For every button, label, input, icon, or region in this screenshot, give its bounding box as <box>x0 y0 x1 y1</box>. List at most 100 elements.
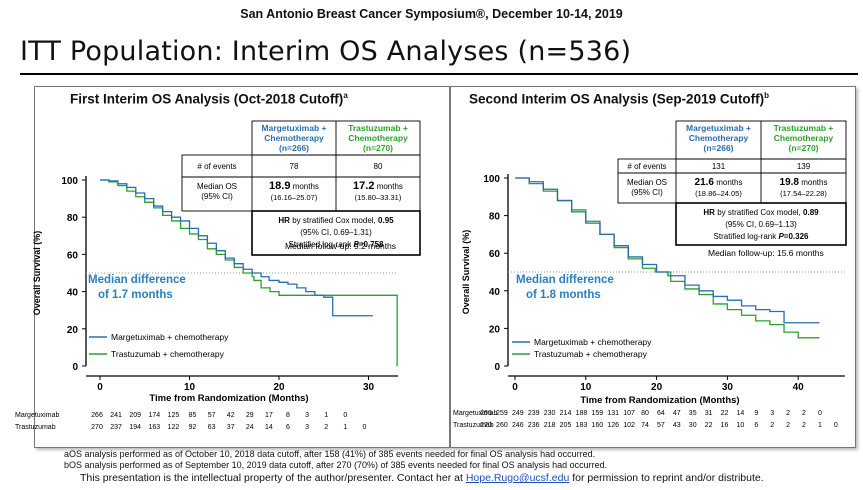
y-tick-label: 40 <box>67 288 79 299</box>
legend-label-trastuzumab: Trastuzumab + chemotherapy <box>534 349 648 359</box>
y-tick-label: 100 <box>483 174 500 185</box>
risk-count-margetuximab: 230 <box>544 410 556 417</box>
x-tick-label: 10 <box>184 382 196 393</box>
y-tick-label: 20 <box>67 325 79 336</box>
risk-count-trastuzumab: 218 <box>544 422 556 429</box>
panel-second-interim <box>450 86 856 448</box>
table-header-trastuzumab: Chemotherapy <box>348 133 408 143</box>
x-tick-label: 0 <box>512 382 518 393</box>
risk-count-trastuzumab: 163 <box>148 424 160 431</box>
events-label: # of events <box>197 162 236 171</box>
risk-count-margetuximab: 266 <box>480 410 492 417</box>
risk-count-margetuximab: 29 <box>246 412 254 419</box>
table-header-margetuximab: Margetuximab + <box>686 123 751 133</box>
table-header-trastuzumab: (n=270) <box>363 143 393 153</box>
median-followup: Median follow-up: 9.2 months <box>285 241 396 251</box>
risk-count-trastuzumab: 260 <box>496 422 508 429</box>
risk-count-margetuximab: 209 <box>129 412 141 419</box>
risk-count-margetuximab: 107 <box>623 410 635 417</box>
table-header-trastuzumab: Chemotherapy <box>774 133 834 143</box>
events-margetuximab: 78 <box>290 162 299 171</box>
table-header-margetuximab: Chemotherapy <box>264 133 324 143</box>
median-os-ci-label: (95% CI) <box>201 192 233 201</box>
footnote-b: bOS analysis performed as of September 1… <box>64 460 608 470</box>
risk-count-margetuximab: 9 <box>754 410 758 417</box>
median-difference-line2: of 1.7 months <box>98 289 173 301</box>
hr-box <box>251 210 421 256</box>
risk-count-margetuximab: 8 <box>286 412 290 419</box>
table-header-margetuximab: Chemotherapy <box>689 133 749 143</box>
median-os-margetuximab: 18.9 months <box>269 180 319 192</box>
y-tick-label: 80 <box>489 212 501 223</box>
risk-count-trastuzumab: 270 <box>91 424 103 431</box>
risk-count-margetuximab: 17 <box>265 412 273 419</box>
x-tick-label: 30 <box>363 382 375 393</box>
risk-count-margetuximab: 259 <box>496 410 508 417</box>
conference-header: San Antonio Breast Cancer Symposium®, De… <box>240 7 623 21</box>
title-divider <box>20 73 858 75</box>
table-header-trastuzumab: Trastuzumab + <box>348 123 408 133</box>
x-tick-label: 10 <box>580 382 592 393</box>
risk-count-margetuximab: 0 <box>343 412 347 419</box>
median-difference-line2: of 1.8 months <box>526 289 601 301</box>
risk-count-trastuzumab: 74 <box>641 422 649 429</box>
table-header-margetuximab: (n=266) <box>704 143 734 153</box>
risk-count-trastuzumab: 2 <box>324 424 328 431</box>
y-tick-label: 80 <box>67 213 79 224</box>
risk-count-trastuzumab: 2 <box>786 422 790 429</box>
risk-count-margetuximab: 266 <box>91 412 103 419</box>
events-trastuzumab: 139 <box>797 162 811 171</box>
legend-label-margetuximab: Margetuximab + chemotherapy <box>111 332 229 342</box>
risk-count-trastuzumab: 6 <box>754 422 758 429</box>
risk-count-margetuximab: 80 <box>641 410 649 417</box>
risk-count-trastuzumab: 126 <box>607 422 619 429</box>
y-tick-label: 0 <box>72 362 78 373</box>
median-os-trastuzumab-ci: (15.80–33.31) <box>355 193 402 202</box>
risk-count-margetuximab: 31 <box>705 410 713 417</box>
series-trastuzumab-curve <box>100 179 398 366</box>
median-followup: Median follow-up: 15.6 months <box>708 248 824 258</box>
risk-label-trastuzumab: Trastuzumab <box>15 424 56 431</box>
footnote-a: aOS analysis performed as of October 10,… <box>64 449 596 459</box>
risk-count-margetuximab: 22 <box>721 410 729 417</box>
median-os-margetuximab: 21.6 months <box>695 177 743 188</box>
risk-count-trastuzumab: 43 <box>673 422 681 429</box>
risk-count-margetuximab: 64 <box>657 410 665 417</box>
risk-count-margetuximab: 125 <box>168 412 180 419</box>
risk-count-margetuximab: 131 <box>607 410 619 417</box>
y-tick-label: 60 <box>67 250 79 261</box>
table-header-margetuximab: (n=266) <box>279 143 309 153</box>
median-difference-line1: Median difference <box>516 274 614 286</box>
contact-email-link[interactable]: Hope.Rugo@ucsf.edu <box>465 472 570 484</box>
series-margetuximab-curve <box>100 179 373 317</box>
median-os-label: Median OS <box>627 178 667 187</box>
median-os-trastuzumab: 17.2 months <box>353 180 403 192</box>
y-tick-label: 100 <box>61 176 78 187</box>
risk-count-trastuzumab: 1 <box>343 424 347 431</box>
risk-count-trastuzumab: 24 <box>246 424 254 431</box>
table-header-trastuzumab: Trastuzumab + <box>774 123 834 133</box>
log-rank-p: Stratified log-rank P=0.326 <box>714 232 810 241</box>
risk-count-margetuximab: 239 <box>528 410 540 417</box>
risk-count-margetuximab: 3 <box>305 412 309 419</box>
risk-count-margetuximab: 0 <box>818 410 822 417</box>
events-trastuzumab: 80 <box>374 162 383 171</box>
risk-count-trastuzumab: 14 <box>265 424 273 431</box>
risk-count-margetuximab: 47 <box>673 410 681 417</box>
risk-count-trastuzumab: 2 <box>770 422 774 429</box>
x-tick-label: 20 <box>651 382 663 393</box>
risk-count-trastuzumab: 2 <box>802 422 806 429</box>
risk-count-trastuzumab: 183 <box>576 422 588 429</box>
y-axis-label: Overall Survival (%) <box>461 230 471 315</box>
risk-count-margetuximab: 2 <box>802 410 806 417</box>
events-margetuximab: 131 <box>712 162 726 171</box>
risk-count-trastuzumab: 1 <box>818 422 822 429</box>
y-tick-label: 20 <box>489 324 501 335</box>
risk-count-trastuzumab: 246 <box>512 422 524 429</box>
events-label: # of events <box>627 162 666 171</box>
risk-count-margetuximab: 188 <box>576 410 588 417</box>
median-os-trastuzumab-ci: (17.54–22.28) <box>780 189 827 198</box>
risk-count-trastuzumab: 6 <box>286 424 290 431</box>
